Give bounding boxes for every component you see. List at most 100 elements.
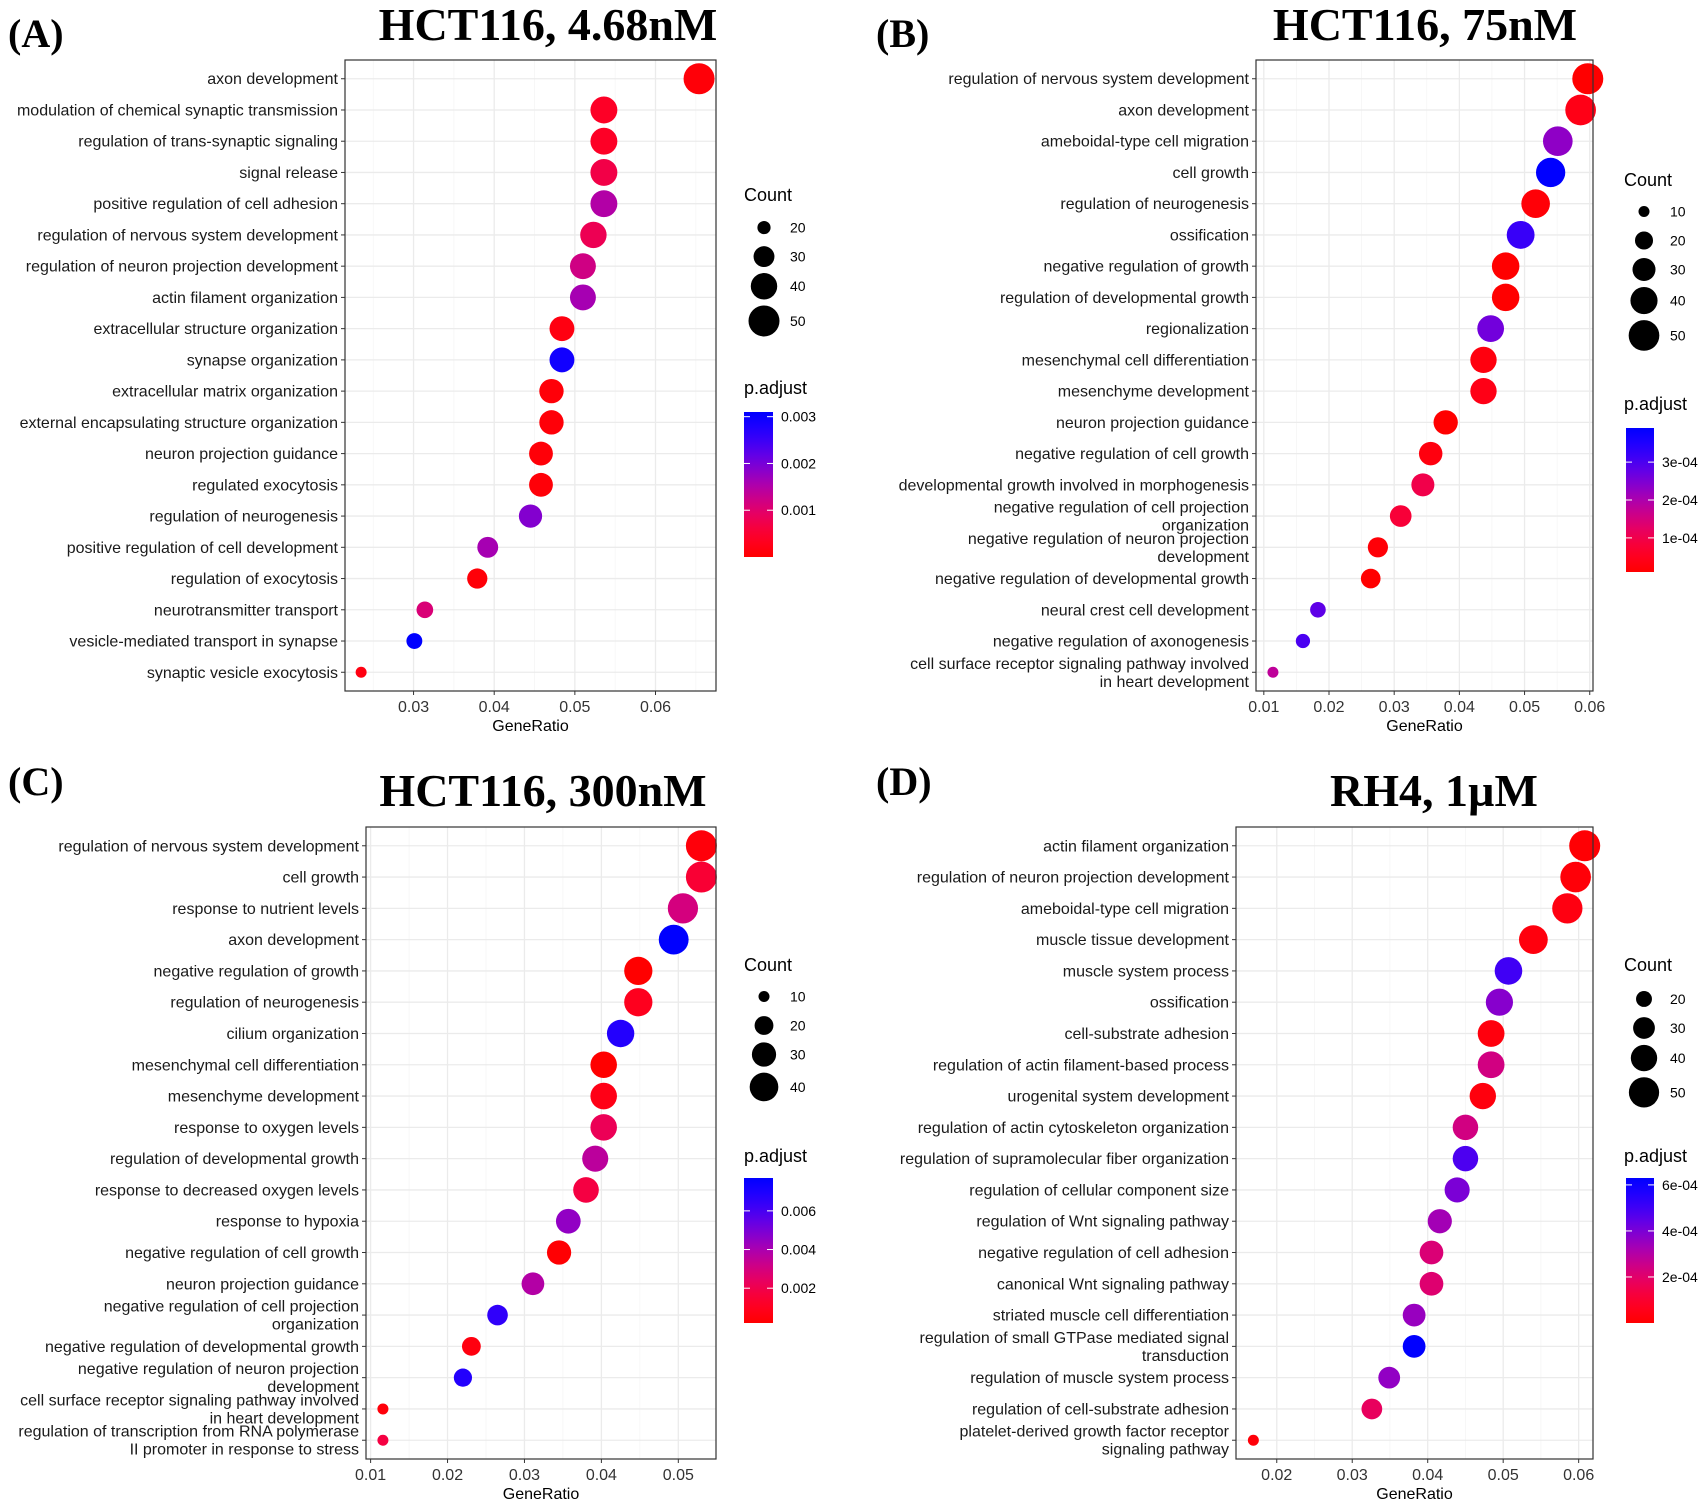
- term-label-line: regulation of trans-synaptic signaling: [78, 134, 338, 151]
- term-label-line: regulation of neurogenesis: [1060, 196, 1249, 213]
- term-label-line: urogenital system development: [1008, 1089, 1230, 1106]
- data-point: [1560, 861, 1591, 893]
- term-label: regulation of developmental growth: [110, 1151, 359, 1168]
- data-point: [1494, 957, 1523, 985]
- x-tick-label: 0.05: [663, 1467, 694, 1484]
- x-tick-label: 0.06: [640, 699, 671, 716]
- term-label: cell surface receptor signaling pathway …: [20, 1392, 359, 1427]
- term-label: neural crest cell development: [1041, 602, 1250, 619]
- term-label-line: positive regulation of cell adhesion: [93, 196, 338, 213]
- p-adjust-legend-label: 6e-04: [1662, 1177, 1698, 1193]
- term-label-line: negative regulation of cell growth: [1015, 446, 1249, 463]
- p-adjust-legend-label: 0.004: [781, 1242, 816, 1258]
- p-adjust-legend-title: p.adjust: [744, 1146, 807, 1166]
- term-label-line: neural crest cell development: [1041, 602, 1250, 619]
- data-point: [1247, 1434, 1259, 1446]
- data-point: [1402, 1334, 1426, 1358]
- data-point: [377, 1403, 389, 1415]
- count-legend-label: 50: [1670, 1084, 1686, 1100]
- term-label: ameboidal-type cell migration: [1021, 901, 1229, 918]
- term-label-line: regulation of cellular component size: [969, 1182, 1229, 1199]
- count-legend-key: [1632, 257, 1656, 282]
- data-point: [569, 284, 596, 311]
- data-point: [590, 127, 618, 155]
- term-label-line: axon development: [1118, 102, 1249, 119]
- count-legend-title: Count: [1624, 955, 1672, 975]
- term-label: neuron projection guidance: [145, 446, 338, 463]
- data-point: [1470, 377, 1497, 405]
- term-label-line: cell growth: [1173, 165, 1249, 182]
- term-label-line: organization: [1162, 518, 1249, 535]
- count-legend-key: [1628, 320, 1660, 351]
- panel-letter: (C): [8, 759, 64, 804]
- term-label-line: response to decreased oxygen levels: [95, 1182, 359, 1199]
- term-label-line: muscle tissue development: [1036, 932, 1230, 949]
- data-point: [549, 347, 575, 373]
- term-label: regulation of neurogenesis: [170, 995, 359, 1012]
- x-tick-label: 0.04: [1444, 699, 1475, 716]
- data-point: [582, 1145, 609, 1172]
- term-label: cilium organization: [226, 1026, 359, 1043]
- data-point: [518, 504, 543, 528]
- term-label-line: regulation of neurogenesis: [170, 995, 359, 1012]
- term-label-line: positive regulation of cell development: [67, 540, 339, 557]
- count-legend-key: [758, 991, 770, 1002]
- term-label: negative regulation of cell adhesion: [978, 1245, 1229, 1262]
- count-legend-label: 30: [790, 249, 806, 265]
- term-label: actin filament organization: [152, 290, 338, 307]
- term-label-line: neuron projection guidance: [145, 446, 338, 463]
- term-label-line: cell surface receptor signaling pathway …: [910, 656, 1249, 673]
- data-point: [1470, 346, 1497, 374]
- term-label: negative regulation of axonogenesis: [993, 634, 1249, 651]
- term-label-line: regulation of neuron projection developm…: [917, 870, 1230, 887]
- x-tick-label: 0.03: [398, 699, 429, 716]
- term-label: ossification: [1170, 227, 1249, 244]
- count-legend-key: [1628, 1077, 1660, 1108]
- term-label: positive regulation of cell development: [67, 540, 339, 557]
- term-label-line: regulation of cell-substrate adhesion: [972, 1401, 1229, 1418]
- term-label-line: platelet-derived growth factor receptor: [960, 1424, 1230, 1441]
- count-legend-key: [1636, 991, 1652, 1007]
- term-label: cell growth: [283, 870, 359, 887]
- data-point: [685, 861, 717, 893]
- term-label-line: developmental growth involved in morphog…: [899, 477, 1249, 494]
- term-label: cell-substrate adhesion: [1064, 1026, 1229, 1043]
- p-adjust-legend-label: 0.002: [781, 1280, 816, 1296]
- data-point: [1477, 1051, 1505, 1079]
- data-point: [1469, 1082, 1496, 1110]
- count-legend-label: 10: [1670, 204, 1686, 220]
- data-point: [1477, 315, 1505, 343]
- count-legend-label: 50: [1670, 327, 1686, 343]
- data-point: [624, 956, 653, 986]
- panel-b: (B) HCT116, 75nM regulation of nervous sys…: [876, 0, 1698, 735]
- count-legend-label: 20: [1670, 991, 1686, 1007]
- term-label: muscle system process: [1063, 963, 1229, 980]
- x-tick-label: 0.05: [1509, 699, 1540, 716]
- term-label-line: muscle system process: [1063, 963, 1229, 980]
- p-adjust-colorbar: [744, 412, 773, 557]
- count-legend-title: Count: [744, 185, 792, 205]
- count-legend-label: 40: [1670, 1050, 1686, 1066]
- x-tick-label: 0.02: [1313, 699, 1344, 716]
- p-adjust-legend-title: p.adjust: [1624, 1146, 1687, 1166]
- term-label-line: actin filament organization: [1043, 838, 1229, 855]
- data-point: [1552, 893, 1583, 924]
- term-label: regulation of small GTPase mediated sign…: [920, 1330, 1230, 1365]
- data-point: [467, 568, 488, 589]
- term-label: synaptic vesicle exocytosis: [147, 665, 338, 682]
- term-label: actin filament organization: [1043, 838, 1229, 855]
- term-label: negative regulation of growth: [154, 963, 359, 980]
- term-label-line: negative regulation of cell adhesion: [978, 1245, 1229, 1262]
- term-label-line: mesenchymal cell differentiation: [132, 1057, 359, 1074]
- term-label-line: regulation of nervous system development: [948, 71, 1249, 88]
- term-label: regulation of neuron projection developm…: [917, 870, 1230, 887]
- p-adjust-legend-label: 0.003: [781, 409, 816, 425]
- term-label: mesenchyme development: [168, 1089, 360, 1106]
- data-point: [590, 158, 618, 186]
- data-point: [590, 190, 618, 218]
- term-label: muscle tissue development: [1036, 932, 1230, 949]
- term-label: mesenchyme development: [1058, 384, 1250, 401]
- term-label: regulation of nervous system development: [37, 227, 338, 244]
- term-label: synapse organization: [187, 352, 338, 369]
- term-label-line: neurotransmitter transport: [154, 602, 339, 619]
